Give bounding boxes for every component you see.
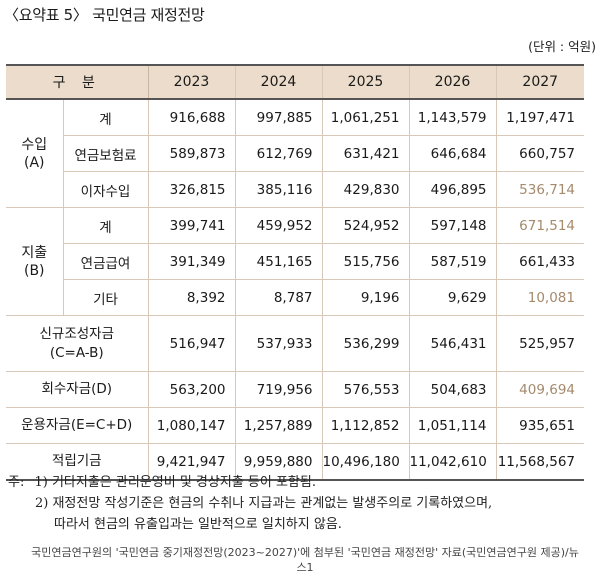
row-label: 계 xyxy=(63,207,148,244)
table-cell: 409,694 xyxy=(495,371,584,408)
table-cell: 1,197,471 xyxy=(495,99,584,136)
row-label: 운용자금(E=C+D) xyxy=(6,407,149,444)
table-row: 운용자금(E=C+D) 1,080,147 1,257,889 1,112,85… xyxy=(6,407,584,444)
table-cell: 8,392 xyxy=(147,279,235,316)
header-year: 2026 xyxy=(408,64,496,100)
row-label: 기타 xyxy=(62,279,148,316)
table-cell: 525,957 xyxy=(495,315,584,372)
table-cell: 563,200 xyxy=(148,371,235,408)
table-row: 수입 (A) 계 916,688 997,885 1,061,251 1,143… xyxy=(6,99,584,208)
table-cell: 536,714 xyxy=(495,171,584,208)
table-cell: 11,568,567 xyxy=(495,443,584,481)
header-year: 2024 xyxy=(234,64,322,100)
header-row: 구 분 2023 2024 2025 2026 2027 xyxy=(6,64,584,100)
table-cell: 1,080,147 xyxy=(148,407,235,444)
table-cell: 516,947 xyxy=(148,315,235,372)
table-cell: 459,952 xyxy=(234,207,322,244)
table-cell: 671,514 xyxy=(495,207,584,244)
table-cell: 399,741 xyxy=(147,207,235,244)
table-title: 〈요약표 5〉 국민연금 재정전망 xyxy=(4,6,205,24)
note-1: 주: 1) 기타지출은 관리운영비 및 경상지출 등이 포함됨. xyxy=(8,475,316,490)
row-label: 연금보험료 xyxy=(62,135,148,172)
table-cell: 536,299 xyxy=(321,315,409,372)
table-cell: 537,933 xyxy=(234,315,322,372)
table-cell: 451,165 xyxy=(234,243,322,280)
table-row: 연금보험료 589,873 612,769 631,421 646,684 66… xyxy=(6,135,584,172)
table-cell: 9,959,880 xyxy=(234,443,322,481)
expense-group-label: 지출 (B) xyxy=(6,207,64,316)
table-cell: 515,756 xyxy=(321,243,409,280)
table-cell: 429,830 xyxy=(321,171,409,208)
table-notes: 주: 1) 기타지출은 관리운영비 및 경상지출 등이 포함됨. 2) 재정전망… xyxy=(8,472,492,535)
table-cell: 916,688 xyxy=(147,99,235,136)
table-cell: 10,496,180 xyxy=(321,443,409,481)
row-label: 회수자금(D) xyxy=(6,371,149,408)
table-cell: 597,148 xyxy=(408,207,496,244)
header-year: 2023 xyxy=(148,64,235,100)
table-cell: 576,553 xyxy=(321,371,409,408)
header-category: 구 분 xyxy=(6,64,149,100)
table-row: 회수자금(D) 563,200 719,956 576,553 504,683 … xyxy=(6,371,584,408)
table-cell: 589,873 xyxy=(147,135,235,172)
table-cell: 1,112,852 xyxy=(321,407,409,444)
table-cell: 496,895 xyxy=(408,171,496,208)
income-group-label: 수입 (A) xyxy=(6,99,64,208)
row-label: 연금급여 xyxy=(62,243,148,280)
table-cell: 1,061,251 xyxy=(321,99,409,136)
table-row: 적립기금 9,421,947 9,959,880 10,496,180 11,0… xyxy=(6,443,584,481)
table-row: 이자수입 326,815 385,116 429,830 496,895 536… xyxy=(6,171,584,208)
table-cell: 660,757 xyxy=(495,135,584,172)
table-cell: 326,815 xyxy=(147,171,235,208)
header-year: 2025 xyxy=(321,64,409,100)
table-cell: 504,683 xyxy=(408,371,496,408)
table-cell: 9,629 xyxy=(408,279,496,316)
table-cell: 9,196 xyxy=(321,279,409,316)
table-row: 신규조성자금 (C=A-B) 516,947 537,933 536,299 5… xyxy=(6,315,584,372)
table-cell: 8,787 xyxy=(234,279,322,316)
table-cell: 1,257,889 xyxy=(234,407,322,444)
table-cell: 646,684 xyxy=(408,135,496,172)
table-cell: 587,519 xyxy=(408,243,496,280)
table-cell: 631,421 xyxy=(321,135,409,172)
note-2: 2) 재정전망 작성기준은 현금의 수취나 지급과는 관계없는 발생주의로 기록… xyxy=(35,496,493,511)
table-cell: 524,952 xyxy=(321,207,409,244)
table-cell: 385,116 xyxy=(234,171,322,208)
table-cell: 11,042,610 xyxy=(408,443,496,481)
table-cell: 9,421,947 xyxy=(148,443,235,481)
header-year: 2027 xyxy=(495,64,584,100)
table-cell: 935,651 xyxy=(495,407,584,444)
table-row: 기타 8,392 8,787 9,196 9,629 10,081 xyxy=(6,279,584,316)
table-cell: 719,956 xyxy=(234,371,322,408)
table-cell: 612,769 xyxy=(234,135,322,172)
fiscal-projection-table: 구 분 2023 2024 2025 2026 2027 수입 (A) 계 91… xyxy=(6,64,584,481)
table-cell: 1,143,579 xyxy=(408,99,496,136)
source-caption: 국민연금연구원의 '국민연금 중기재정전망(2023~2027)'에 첨부된 '… xyxy=(31,546,579,574)
table-cell: 391,349 xyxy=(147,243,235,280)
table-row: 연금급여 391,349 451,165 515,756 587,519 661… xyxy=(6,243,584,280)
table-cell: 1,051,114 xyxy=(408,407,496,444)
row-label: 신규조성자금 (C=A-B) xyxy=(6,315,149,372)
row-label: 계 xyxy=(63,99,148,136)
unit-label: (단위 : 억원) xyxy=(528,39,596,54)
row-label: 적립기금 xyxy=(6,443,149,481)
table-cell: 661,433 xyxy=(495,243,584,280)
table-cell: 997,885 xyxy=(234,99,322,136)
table-cell: 10,081 xyxy=(495,279,584,316)
notes-prefix: 주: xyxy=(8,475,25,490)
row-label: 이자수입 xyxy=(62,171,148,208)
table-row: 지출 (B) 계 399,741 459,952 524,952 597,148… xyxy=(6,207,584,316)
note-2-continued: 따라서 현금의 유출입과는 일반적으로 일치하지 않음. xyxy=(54,517,342,532)
table-cell: 546,431 xyxy=(408,315,496,372)
